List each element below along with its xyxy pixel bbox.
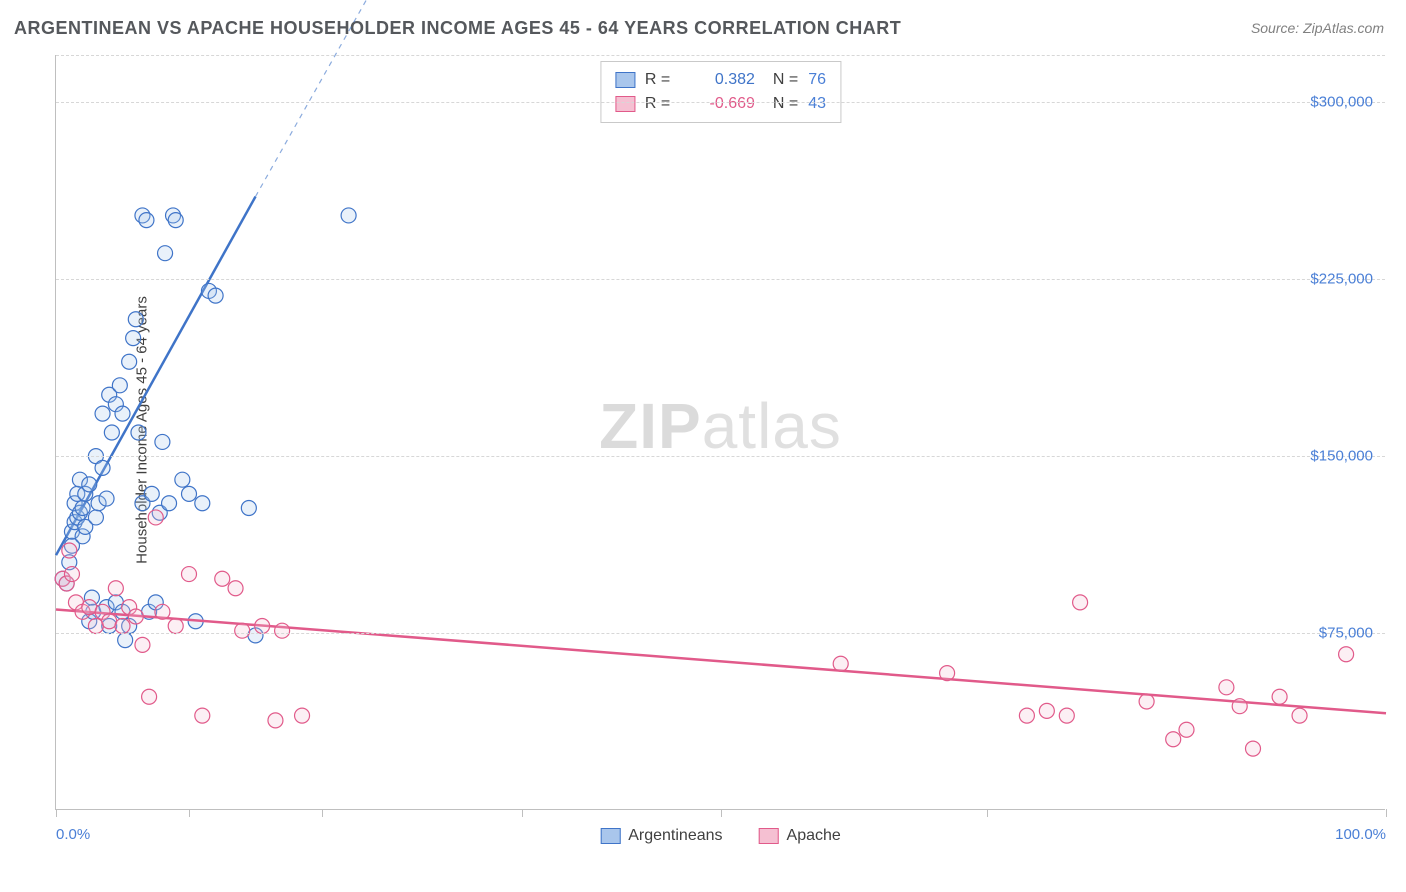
x-tick-label: 100.0% <box>1335 826 1386 843</box>
legend-series: Argentineans Apache <box>600 827 841 845</box>
chart-container: ARGENTINEAN VS APACHE HOUSEHOLDER INCOME… <box>0 0 1406 892</box>
source-prefix: Source: <box>1251 20 1303 36</box>
x-tick-label: 0.0% <box>56 826 90 843</box>
y-tick-label: $75,000 <box>1319 625 1373 642</box>
chart-svg <box>56 55 1385 809</box>
source-link[interactable]: ZipAtlas.com <box>1303 20 1384 36</box>
legend-stat-row: R = 0.382 N = 76 <box>615 68 826 92</box>
y-tick-label: $225,000 <box>1310 271 1373 288</box>
plot-area: ZIPatlas R = 0.382 N = 76 R = -0.669 N =… <box>55 55 1385 810</box>
y-tick-label: $300,000 <box>1310 94 1373 111</box>
legend-stat-row: R = -0.669 N = 43 <box>615 92 826 116</box>
legend-series-item: Argentineans <box>600 827 722 845</box>
legend-stats: R = 0.382 N = 76 R = -0.669 N = 43 <box>600 61 841 123</box>
chart-title: ARGENTINEAN VS APACHE HOUSEHOLDER INCOME… <box>14 18 901 39</box>
source-attribution: Source: ZipAtlas.com <box>1251 20 1384 36</box>
legend-series-item: Apache <box>759 827 841 845</box>
y-tick-label: $150,000 <box>1310 448 1373 465</box>
